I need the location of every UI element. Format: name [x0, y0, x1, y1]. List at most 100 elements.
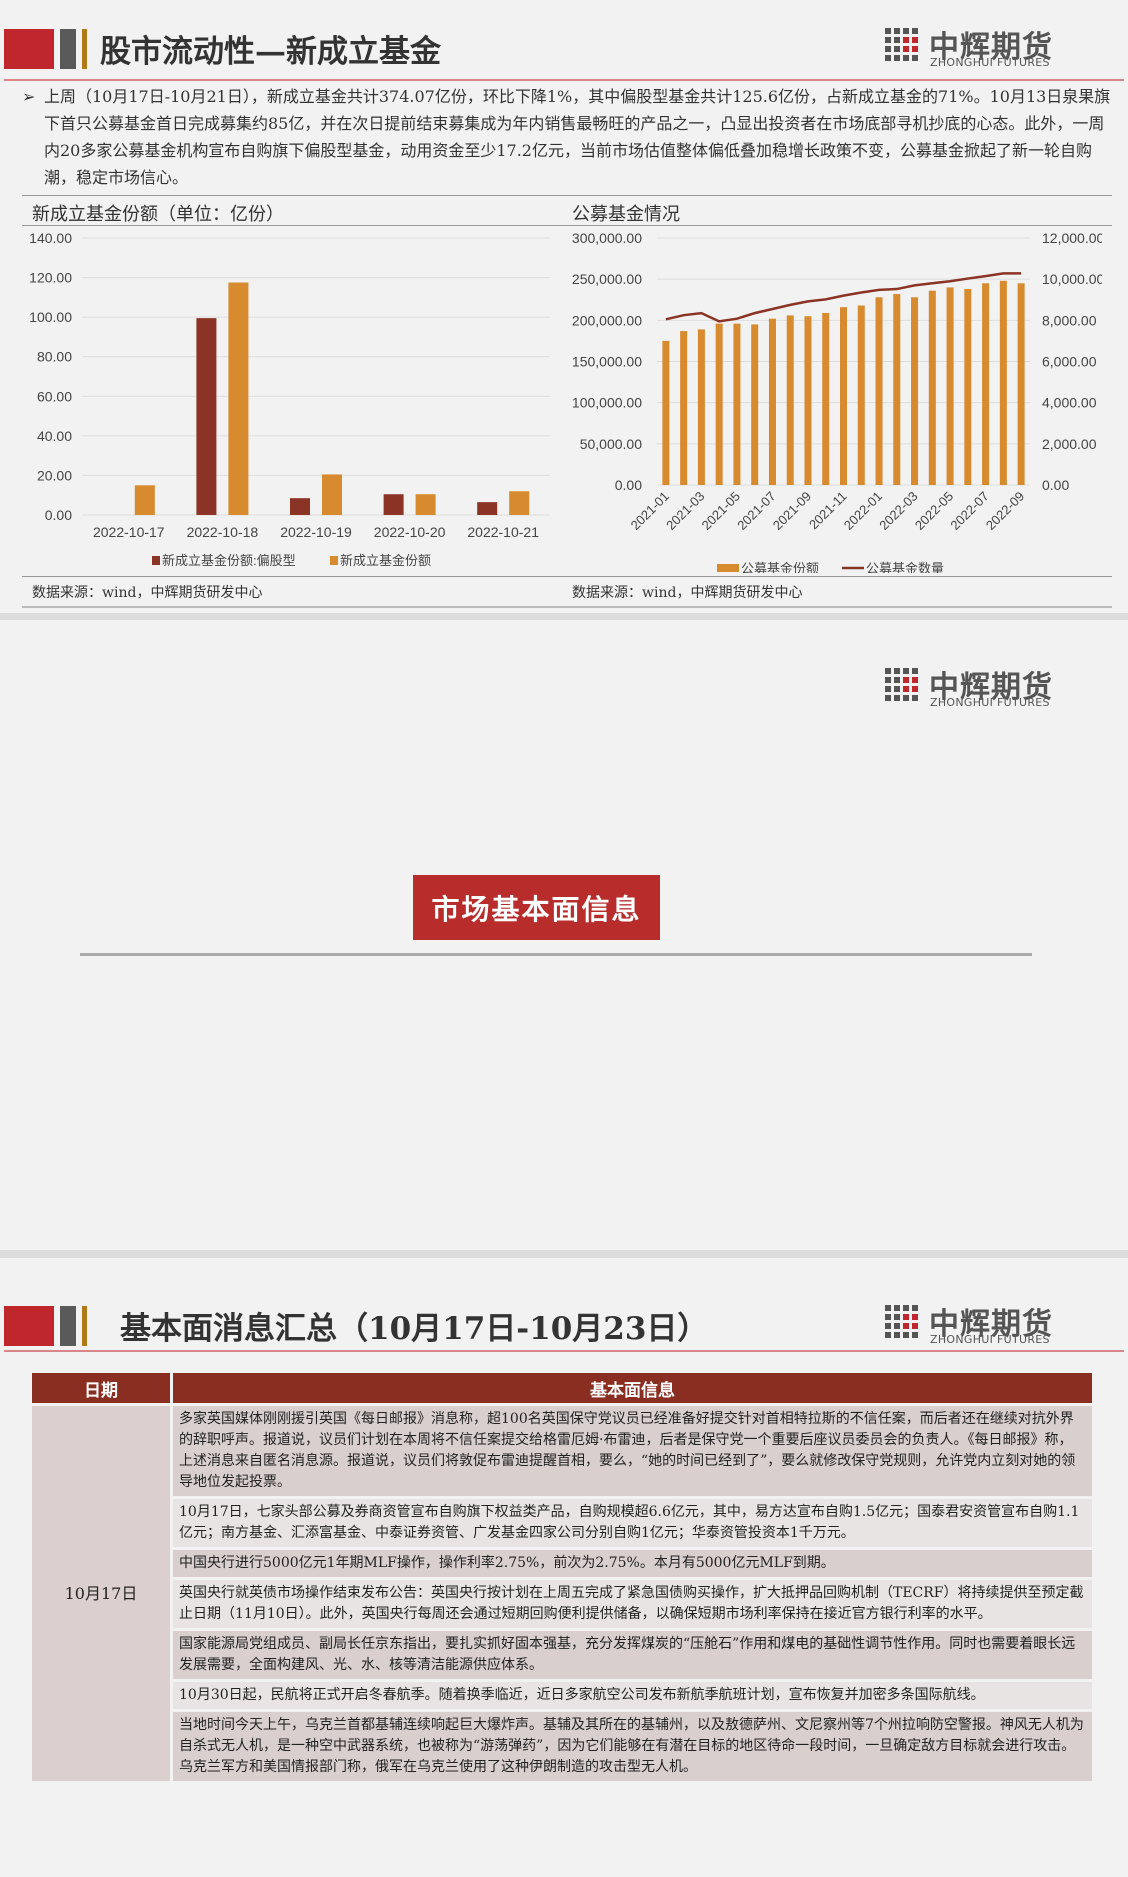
x-tick-label: 2021-09	[770, 489, 814, 533]
y-right-tick-label: 2,000.00	[1042, 436, 1097, 452]
y-left-tick-label: 150,000.00	[572, 354, 642, 370]
left-chart-title: 新成立基金份额（单位：亿份）	[32, 204, 284, 225]
summary-text: 上周（10月17日-10月21日），新成立基金共计374.07亿份，环比下降1%…	[44, 87, 1111, 187]
bar	[1017, 283, 1025, 485]
slide-stock-liquidity: 股市流动性—新成立基金 中辉期货 ZHONGHUI FUTURES ➢ 上周（10…	[0, 0, 1128, 613]
page-title: 股市流动性—新成立基金	[100, 34, 441, 70]
y-tick-label: 80.00	[37, 349, 72, 365]
triangle-right-icon: ➢	[22, 87, 36, 106]
info-cell: 国家能源局党组成员、副局长任京东指出，要扎实抓好固本强基，充分发挥煤炭的“压舱石…	[173, 1631, 1092, 1679]
summary-paragraph: ➢ 上周（10月17日-10月21日），新成立基金共计374.07亿份，环比下降…	[22, 83, 1112, 191]
x-tick-label: 2022-10-20	[374, 524, 446, 540]
bar	[946, 287, 954, 485]
legend-label: 新成立基金份额:偏股型	[162, 553, 296, 568]
header-bars	[4, 29, 87, 69]
y-tick-label: 140.00	[29, 230, 72, 246]
section-title: 市场基本面信息	[413, 875, 660, 940]
table-row: 国家能源局党组成员、副局长任京东指出，要扎实抓好固本强基，充分发挥煤炭的“压舱石…	[32, 1631, 1092, 1679]
header-bars	[4, 1306, 87, 1346]
bar	[982, 283, 990, 485]
right-chart-title: 公募基金情况	[572, 204, 680, 225]
y-right-tick-label: 0.00	[1042, 477, 1069, 493]
y-right-tick-label: 12,000.00	[1042, 230, 1102, 246]
x-tick-label: 2022-03	[876, 489, 920, 533]
table-row: 英国央行就英债市场操作结束发布公告：英国央行按计划在上周五完成了紧急国债购买操作…	[32, 1580, 1092, 1628]
x-tick-label: 2021-07	[734, 489, 778, 533]
bar	[383, 494, 404, 515]
legend-swatch	[152, 556, 160, 565]
x-tick-label: 2021-01	[628, 489, 672, 533]
right-source: 数据来源：wind，中辉期货研发中心	[572, 585, 803, 601]
bar	[662, 340, 670, 485]
x-tick-label: 2022-07	[947, 489, 991, 533]
bar	[999, 280, 1007, 485]
bar	[857, 305, 865, 485]
slide-fundamentals-summary: 基本面消息汇总（10月17日-10月23日） 中辉期货 ZHONGHUI FUTU…	[0, 1258, 1128, 1877]
legend-swatch	[717, 564, 739, 572]
line-series	[665, 272, 1022, 323]
section-divider	[80, 953, 1032, 956]
y-tick-label: 0.00	[45, 507, 72, 523]
info-cell: 中国央行进行5000亿元1年期MLF操作，操作利率2.75%，前次为2.75%。…	[173, 1550, 1092, 1577]
new-fund-share-chart: 0.00 20.00 40.00 60.00 80.00 100.00 120.00 140.…	[29, 230, 550, 568]
table-row: 当地时间今天上午，乌克兰首都基辅连续响起巨大爆炸声。基辅及其所在的基辅州，以及敖…	[32, 1712, 1092, 1781]
company-logo: 中辉期货 ZHONGHUI FUTURES	[885, 1301, 1075, 1347]
y-tick-label: 60.00	[37, 388, 72, 404]
legend-label: 公募基金份额	[741, 561, 819, 573]
divider	[22, 225, 1112, 226]
info-cell: 当地时间今天上午，乌克兰首都基辅连续响起巨大爆炸声。基辅及其所在的基辅州，以及敖…	[173, 1712, 1092, 1781]
x-tick-label: 2022-01	[841, 489, 885, 533]
bar	[786, 315, 794, 485]
y-left-tick-label: 300,000.00	[572, 230, 642, 246]
bar	[768, 318, 776, 485]
y-left-tick-label: 100,000.00	[572, 395, 642, 411]
bar	[911, 297, 919, 485]
legend-label: 公募基金数量	[866, 561, 944, 573]
legend-swatch	[330, 556, 338, 565]
y-left-tick-label: 0.00	[615, 477, 642, 493]
y-tick-label: 20.00	[37, 467, 72, 483]
public-fund-chart: 0.00 50,000.00 100,000.00 150,000.00 200,000…	[572, 230, 1102, 573]
bar	[804, 316, 812, 485]
table-row: 10月30日起，民航将正式开启冬春航季。随着换季临近，近日多家航空公司发布新航季…	[32, 1682, 1092, 1709]
bar	[322, 474, 342, 515]
date-cell: 10月17日	[32, 1406, 173, 1781]
bar	[697, 329, 705, 485]
header-divider	[4, 1350, 1124, 1352]
bar	[196, 318, 217, 515]
legend-label: 新成立基金份额	[340, 553, 431, 568]
bar	[928, 290, 936, 485]
info-cell: 多家英国媒体刚刚援引英国《每日邮报》消息称，超100名英国保守党议员已经准备好提…	[173, 1406, 1092, 1496]
x-tick-label: 2022-10-19	[280, 524, 352, 540]
y-left-tick-label: 200,000.00	[572, 312, 642, 328]
bar	[822, 312, 830, 485]
table-row: 中国央行进行5000亿元1年期MLF操作，操作利率2.75%，前次为2.75%。…	[32, 1550, 1092, 1577]
bar	[893, 293, 901, 485]
table-row: 10月17日，七家头部公募及券商资管宣布自购旗下权益类产品，自购规模超6.6亿元…	[32, 1499, 1092, 1547]
x-tick-label: 2021-05	[699, 489, 743, 533]
y-right-tick-label: 6,000.00	[1042, 354, 1097, 370]
bar	[964, 289, 972, 485]
company-logo: 中辉期货 ZHONGHUI FUTURES	[885, 664, 1075, 710]
bar	[680, 331, 688, 485]
y-tick-label: 120.00	[29, 270, 72, 286]
bar	[228, 282, 249, 515]
y-right-tick-label: 4,000.00	[1042, 395, 1097, 411]
y-left-tick-label: 250,000.00	[572, 271, 642, 287]
x-tick-label: 2021-03	[663, 489, 707, 533]
bar	[290, 498, 310, 515]
x-tick-label: 2022-05	[912, 489, 956, 533]
bar	[509, 491, 530, 515]
bar	[733, 323, 741, 485]
info-cell: 10月17日，七家头部公募及券商资管宣布自购旗下权益类产品，自购规模超6.6亿元…	[173, 1499, 1092, 1547]
bar	[415, 494, 436, 515]
bar	[715, 323, 723, 485]
bar	[751, 324, 759, 485]
y-left-tick-label: 50,000.00	[580, 436, 642, 452]
table-row: 10月17日 多家英国媒体刚刚援引英国《每日邮报》消息称，超100名英国保守党议员…	[32, 1406, 1092, 1781]
x-tick-label: 2022-10-17	[93, 524, 165, 540]
bar	[875, 297, 883, 485]
page-title: 基本面消息汇总（10月17日-10月23日）	[120, 1311, 709, 1347]
left-source: 数据来源：wind，中辉期货研发中心	[32, 585, 263, 601]
header-divider	[4, 79, 1124, 81]
